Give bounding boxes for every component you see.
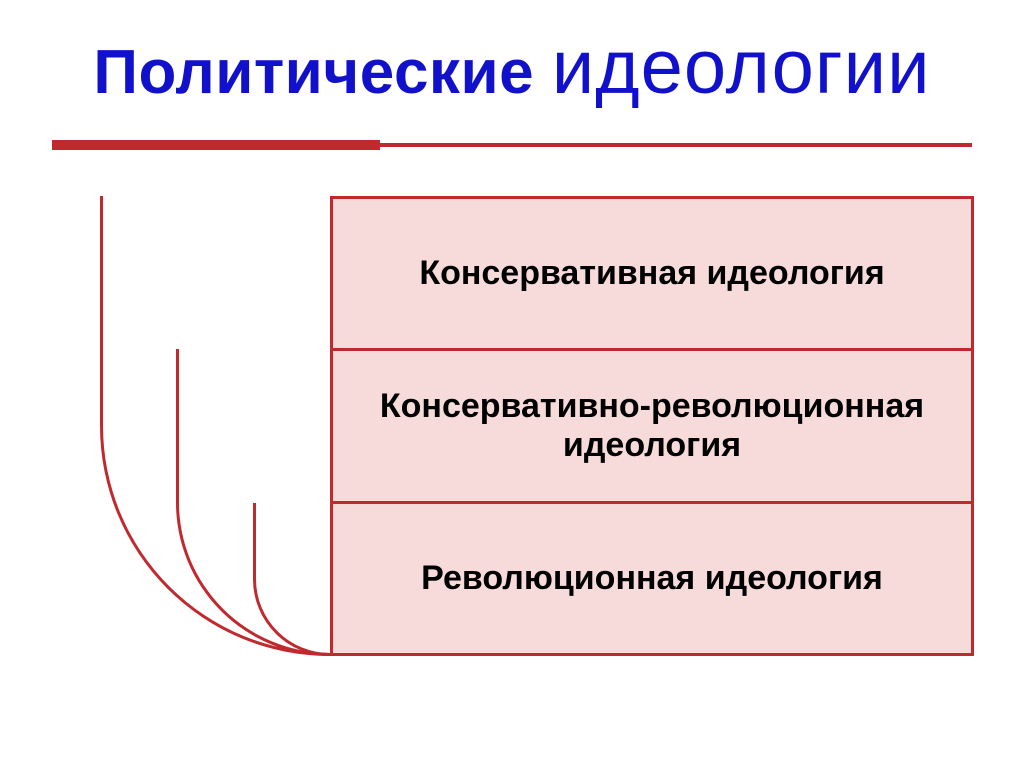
title-part-1: Политические: [93, 38, 551, 107]
row-conservative-revolutionary: Консервативно-революционная идеология: [330, 351, 974, 503]
row-conservative: Консервативная идеология: [330, 196, 974, 351]
row-revolutionary: Революционная идеология: [330, 504, 974, 656]
slide: Политические идеологии Консервативная ид…: [0, 0, 1024, 767]
title-underline: [52, 140, 972, 150]
slide-title: Политические идеологии: [0, 24, 1024, 111]
rows-container: Консервативная идеология Консервативно-р…: [330, 196, 974, 656]
underline-thick: [52, 140, 380, 150]
ideologies-diagram: Консервативная идеология Консервативно-р…: [50, 196, 974, 656]
title-part-2: идеологии: [552, 25, 931, 110]
